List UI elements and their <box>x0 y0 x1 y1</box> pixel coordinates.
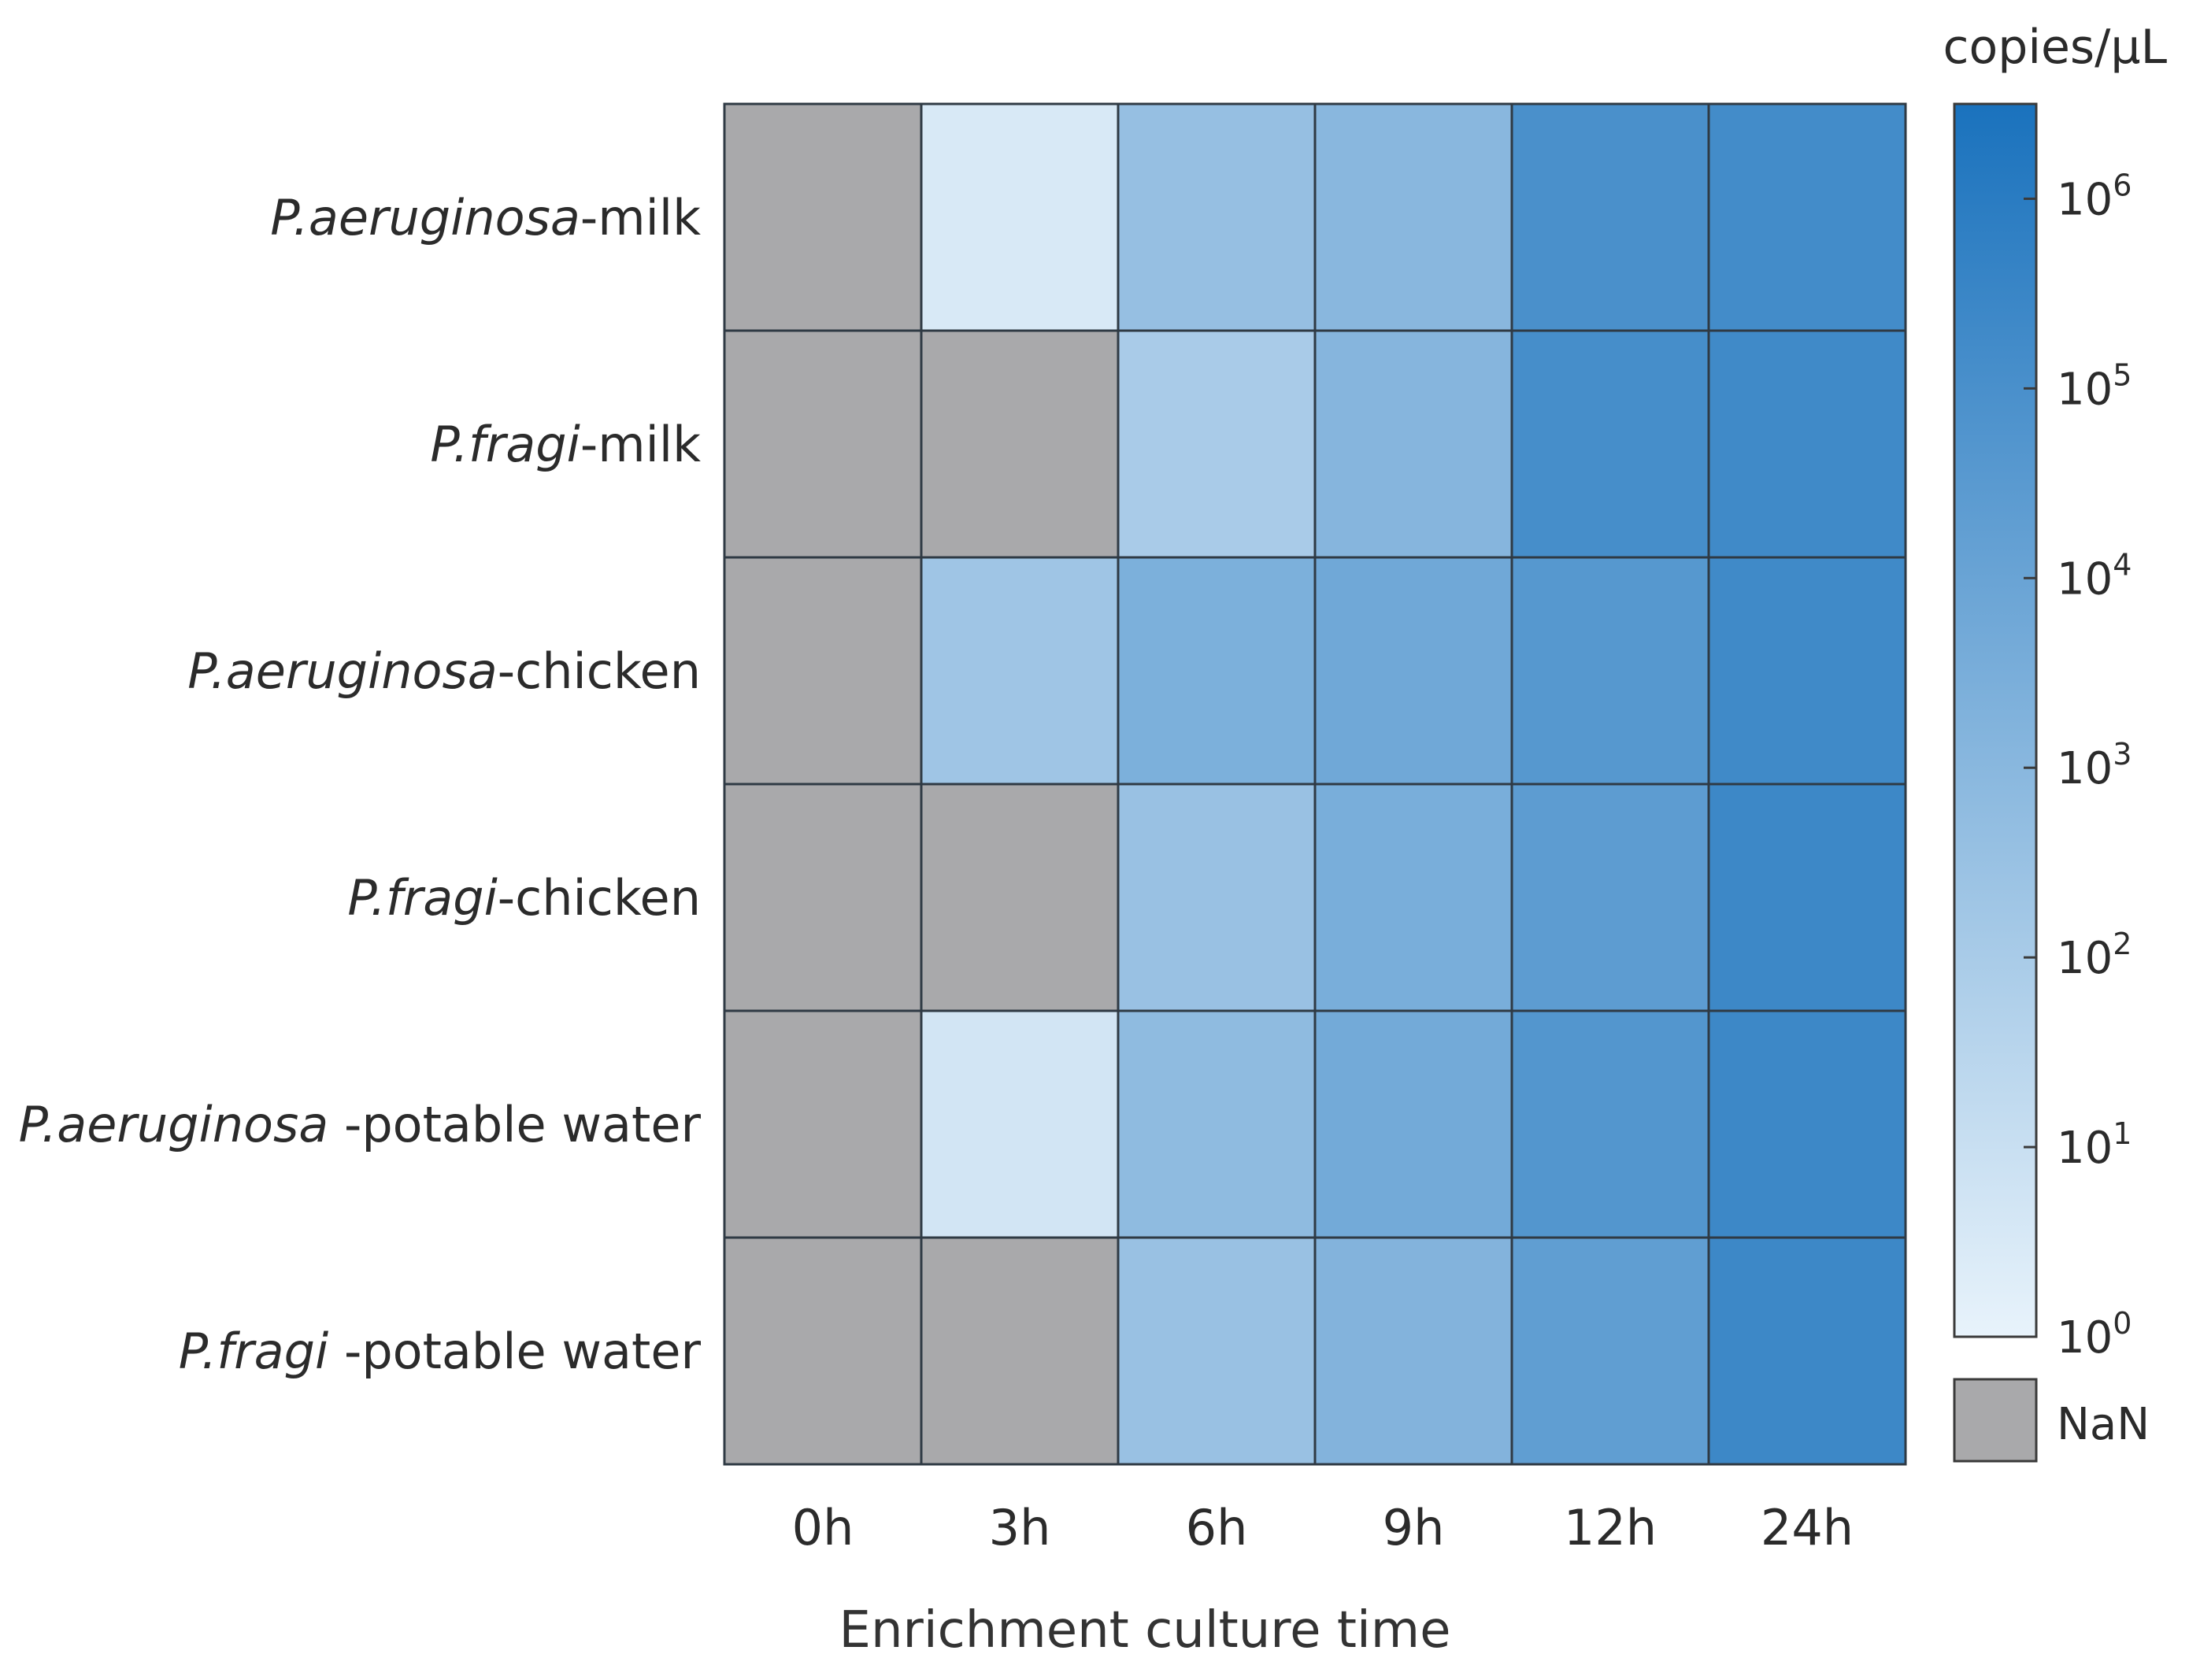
heatmap-cell <box>1117 1009 1317 1239</box>
heatmap-cell <box>723 783 923 1012</box>
heatmap-cells <box>723 102 1907 1466</box>
heatmap-cell <box>723 556 923 786</box>
colorbar-tick-label: 103 <box>2057 737 2132 794</box>
heatmap-cell <box>1707 556 1907 786</box>
row-label: P.fragi -potable water <box>179 1323 702 1380</box>
heatmap-cell <box>1510 556 1710 786</box>
heatmap-cell <box>1313 329 1513 559</box>
heatmap-cell <box>920 102 1120 332</box>
heatmap-cell <box>920 1009 1120 1239</box>
row-label: P.aeruginosa -potable water <box>19 1096 702 1153</box>
row-label-sample: -chicken <box>498 869 701 927</box>
colorbar-tick-label: 101 <box>2057 1116 2132 1174</box>
column-label: 6h <box>1186 1499 1248 1556</box>
heatmap-cell <box>723 1236 923 1466</box>
column-label: 0h <box>792 1499 854 1556</box>
heatmap-cell <box>723 102 923 332</box>
column-label: 9h <box>1383 1499 1445 1556</box>
heatmap-cell <box>920 556 1120 786</box>
heatmap-cell <box>1117 329 1317 559</box>
heatmap-cell <box>1510 783 1710 1012</box>
heatmap-cell <box>1707 783 1907 1012</box>
column-labels: 0h 3h 6h 9h 12h 24h <box>792 1499 1854 1556</box>
row-label: P.aeruginosa-chicken <box>187 642 701 700</box>
heatmap-cell <box>1117 1236 1317 1466</box>
colorbar <box>1953 102 2038 1338</box>
x-axis-label: Enrichment culture time <box>839 1601 1451 1660</box>
heatmap-cell <box>1707 102 1907 332</box>
row-label-sample: -potable water <box>344 1096 702 1153</box>
heatmap-cell <box>1707 1236 1907 1466</box>
row-label-species: P.fragi <box>347 869 497 927</box>
heatmap-cell <box>920 783 1120 1012</box>
nan-legend-label: NaN <box>2057 1399 2150 1450</box>
row-label: P.aeruginosa-milk <box>270 189 701 246</box>
colorbar-tick-label: 105 <box>2057 357 2132 415</box>
heatmap-cell <box>1117 556 1317 786</box>
column-label: 12h <box>1564 1499 1657 1556</box>
column-label: 3h <box>989 1499 1051 1556</box>
row-label-species: P.aeruginosa <box>19 1096 344 1153</box>
heatmap-cell <box>1313 783 1513 1012</box>
colorbar-tick-label: 106 <box>2057 168 2132 225</box>
row-label-species: P.aeruginosa <box>270 189 580 246</box>
heatmap-cell <box>1510 1236 1710 1466</box>
row-label-sample: -milk <box>580 416 701 473</box>
row-label: P.fragi-milk <box>430 416 701 473</box>
row-label-species: P.fragi <box>430 416 580 473</box>
heatmap-cell <box>723 1009 923 1239</box>
heatmap-cell <box>1117 783 1317 1012</box>
heatmap-cell <box>1313 1009 1513 1239</box>
colorbar-tick-label: 100 <box>2057 1306 2132 1364</box>
colorbar-tick-label: 104 <box>2057 547 2132 605</box>
heatmap-cell <box>1313 1236 1513 1466</box>
heatmap-cell <box>1707 329 1907 559</box>
row-label: P.fragi-chicken <box>347 869 701 927</box>
row-labels: P.aeruginosa-milkP.fragi-milkP.aeruginos… <box>19 189 702 1380</box>
row-label-sample: -potable water <box>344 1323 702 1380</box>
row-label-species: P.fragi <box>179 1323 344 1380</box>
heatmap-cell <box>920 1236 1120 1466</box>
heatmap-cell <box>1313 102 1513 332</box>
row-label-sample: -chicken <box>498 642 701 700</box>
row-label-species: P.aeruginosa <box>187 642 498 700</box>
heatmap-cell <box>1313 556 1513 786</box>
heatmap-cell <box>1510 102 1710 332</box>
colorbar-ticks: 100 101 102 103 104 105 106 <box>2024 168 2132 1364</box>
heatmap-cell <box>723 329 923 559</box>
heatmap-cell <box>920 329 1120 559</box>
row-label-sample: -milk <box>580 189 701 246</box>
heatmap-cell <box>1707 1009 1907 1239</box>
heatmap-cell <box>1510 329 1710 559</box>
heatmap-cell <box>1510 1009 1710 1239</box>
nan-legend-swatch <box>1953 1378 2038 1463</box>
column-label: 24h <box>1761 1499 1854 1556</box>
colorbar-label: copies/µL <box>1943 20 2168 75</box>
colorbar-tick-label: 102 <box>2057 927 2132 984</box>
heatmap-cell <box>1117 102 1317 332</box>
